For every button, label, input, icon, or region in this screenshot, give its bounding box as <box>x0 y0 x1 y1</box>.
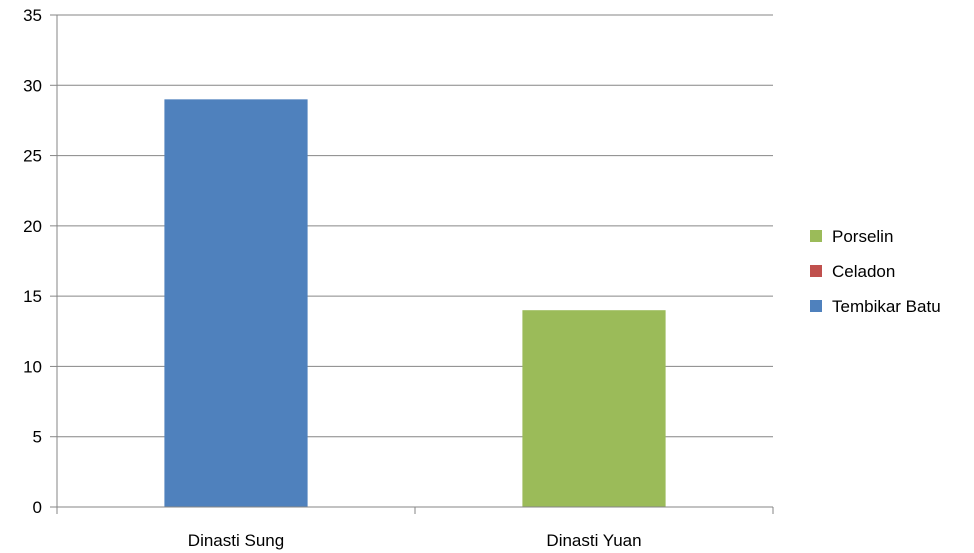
y-tick-label: 35 <box>23 6 42 25</box>
legend-swatch <box>810 230 822 242</box>
legend-swatch <box>810 265 822 277</box>
y-tick-label: 20 <box>23 217 42 236</box>
y-tick-label: 30 <box>23 76 42 95</box>
bars <box>164 99 666 507</box>
y-tick-label: 15 <box>23 287 42 306</box>
x-tick-label: Dinasti Sung <box>188 531 284 550</box>
axes: 0 5 10 15 20 25 30 35 Dinasti Sung Dinasti Yuan <box>23 6 774 550</box>
legend-item: Tembikar Batu <box>810 297 941 316</box>
legend-label: Celadon <box>832 262 895 281</box>
legend-swatch <box>810 300 822 312</box>
x-tick-label: Dinasti Yuan <box>546 531 641 550</box>
bar-porselin <box>522 310 666 507</box>
legend-label: Porselin <box>832 227 893 246</box>
bar-tembikar-batu <box>164 99 308 507</box>
legend: Porselin Celadon Tembikar Batu <box>810 227 941 316</box>
y-tick-label: 25 <box>23 147 42 166</box>
legend-label: Tembikar Batu <box>832 297 941 316</box>
y-tick-label: 10 <box>23 357 42 376</box>
legend-item: Celadon <box>810 262 895 281</box>
y-tick-label: 0 <box>33 498 42 517</box>
legend-item: Porselin <box>810 227 893 246</box>
y-tick-label: 5 <box>33 428 42 447</box>
